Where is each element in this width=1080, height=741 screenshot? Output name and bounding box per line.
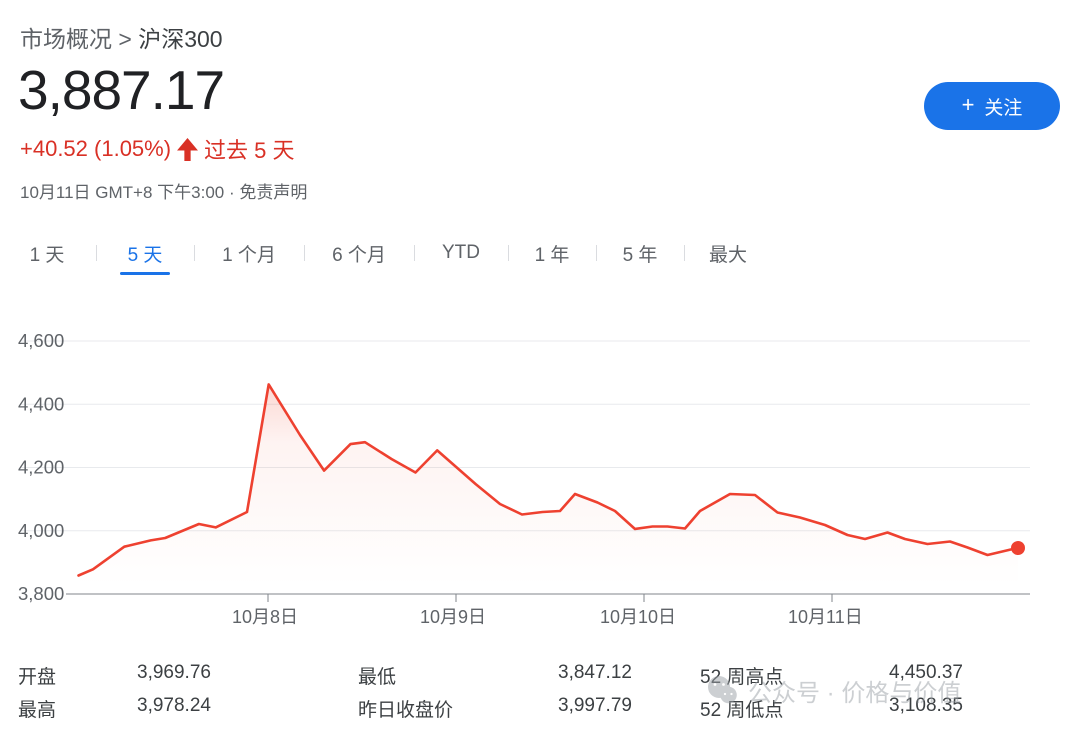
svg-text:4,200: 4,200 bbox=[18, 457, 64, 478]
svg-text:4,000: 4,000 bbox=[18, 520, 64, 541]
svg-text:10月9日: 10月9日 bbox=[420, 607, 486, 625]
svg-text:3,800: 3,800 bbox=[18, 583, 64, 604]
svg-text:4,400: 4,400 bbox=[18, 393, 64, 414]
svg-text:10月10日: 10月10日 bbox=[600, 607, 676, 625]
svg-text:10月8日: 10月8日 bbox=[232, 607, 298, 625]
svg-text:10月11日: 10月11日 bbox=[788, 607, 863, 625]
svg-text:4,600: 4,600 bbox=[18, 330, 64, 351]
